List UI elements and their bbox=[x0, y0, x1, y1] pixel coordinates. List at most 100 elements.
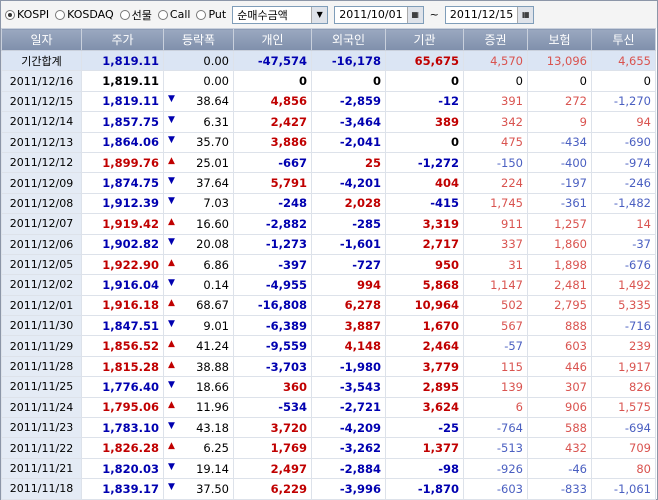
table-row[interactable]: 2011/12/07 1,919.42 ▲ 16.60 -2,882 -285 3,319 9… bbox=[1, 213, 656, 235]
cell: 446 bbox=[527, 355, 592, 378]
metric-select[interactable]: 순매수금액 ▼ bbox=[232, 5, 329, 24]
cell: ▼ 43.18 bbox=[163, 417, 234, 439]
cell: 13,096 bbox=[527, 49, 592, 72]
cell: 4,570 bbox=[463, 49, 528, 72]
cell: 2,895 bbox=[385, 376, 464, 398]
column-header[interactable]: 기관 bbox=[385, 28, 464, 51]
cell: -667 bbox=[233, 151, 312, 174]
market-radio[interactable]: KOSPI bbox=[5, 8, 49, 21]
table-row[interactable]: 2011/11/21 1,820.03 ▼ 19.14 2,497 -2,884 -98 -9… bbox=[1, 457, 656, 480]
cell: -25 bbox=[385, 417, 464, 439]
cell: 2011/11/21 bbox=[1, 457, 82, 480]
cell: -1,273 bbox=[233, 233, 312, 255]
cell: 2011/11/22 bbox=[1, 437, 82, 459]
cell: -397 bbox=[233, 253, 312, 276]
table-row[interactable]: 2011/12/14 1,857.75 ▼ 6.31 2,427 -3,464 389 342… bbox=[1, 111, 656, 133]
table-row[interactable]: 2011/11/24 1,795.06 ▲ 11.96 -534 -2,721 3,624 6… bbox=[1, 396, 656, 419]
cell: 888 bbox=[527, 315, 592, 337]
table-row[interactable]: 2011/12/13 1,864.06 ▼ 35.70 3,886 -2,041 0 475-… bbox=[1, 131, 656, 153]
date-separator: ~ bbox=[429, 8, 439, 21]
cell: -3,262 bbox=[311, 437, 386, 459]
cell: 1,820.03 bbox=[81, 457, 164, 480]
market-radio[interactable]: KOSDAQ bbox=[55, 8, 114, 21]
change-arrow: ▼ bbox=[168, 420, 175, 431]
cell: -534 bbox=[233, 396, 312, 419]
table-row[interactable]: 2011/12/06 1,902.82 ▼ 20.08 -1,273 -1,601 2,71… bbox=[1, 233, 656, 255]
radio-dot bbox=[5, 9, 15, 20]
table-row[interactable]: 2011/12/05 1,922.90 ▲ 6.86 -397 -727 950 31 1,89… bbox=[1, 253, 656, 276]
cell: 0 bbox=[463, 70, 528, 92]
cell: 4,148 bbox=[311, 335, 386, 357]
market-radio[interactable]: Put bbox=[196, 8, 226, 21]
cell: 1,257 bbox=[527, 213, 592, 235]
table-row[interactable]: 2011/12/08 1,912.39 ▼ 7.03 -248 2,028 -415 1,74… bbox=[1, 192, 656, 215]
table-row[interactable]: 기간합계 1,819.11 0.00 -47,574 -16,178 65,675 4,57… bbox=[1, 49, 656, 72]
column-header[interactable]: 외국인 bbox=[311, 28, 386, 51]
table-row[interactable]: 2011/12/12 1,899.76 ▲ 25.01 -667 25 -1,272 -150… bbox=[1, 151, 656, 174]
cell: 3,720 bbox=[233, 417, 312, 439]
table-row[interactable]: 2011/11/28 1,815.28 ▲ 38.88 -3,703 -1,980 3,77… bbox=[1, 355, 656, 378]
cell: -3,703 bbox=[233, 355, 312, 378]
column-header[interactable]: 투신 bbox=[591, 28, 656, 51]
table-row[interactable]: 2011/11/30 1,847.51 ▼ 9.01 -6,389 3,887 1,670 5… bbox=[1, 315, 656, 337]
cell: ▼ 19.14 bbox=[163, 457, 234, 480]
table-row[interactable]: 2011/11/23 1,783.10 ▼ 43.18 3,720 -4,209 -25 -7… bbox=[1, 417, 656, 439]
column-header[interactable]: 등락폭 bbox=[163, 28, 234, 51]
market-radio[interactable]: Call bbox=[157, 8, 190, 21]
column-header[interactable]: 개인 bbox=[233, 28, 312, 51]
table-row[interactable]: 2011/11/22 1,826.28 ▲ 6.25 1,769 -3,262 1,377-… bbox=[1, 437, 656, 459]
cell-text: 7.03 bbox=[203, 196, 229, 211]
cell: 1,916.18 bbox=[81, 294, 164, 317]
market-radio[interactable]: 선물 bbox=[119, 7, 152, 23]
cell: 2011/12/13 bbox=[1, 131, 82, 153]
to-date[interactable]: 2011/12/15 ▦ bbox=[444, 5, 535, 24]
cell: 2011/12/05 bbox=[1, 253, 82, 276]
cell-text: 11.96 bbox=[196, 400, 229, 415]
cell: -57 bbox=[463, 335, 528, 357]
cell: ▼ 6.31 bbox=[163, 111, 234, 133]
table-row[interactable]: 2011/12/09 1,874.75 ▼ 37.64 5,791 -4,201 404 22… bbox=[1, 172, 656, 194]
column-header[interactable]: 일자 bbox=[1, 28, 82, 51]
cell: -47,574 bbox=[233, 49, 312, 72]
from-date[interactable]: 2011/10/01 ▦ bbox=[334, 5, 424, 24]
cell: 5,791 bbox=[233, 172, 312, 194]
table-row[interactable]: 2011/12/16 1,819.11 0.00 0 0 0 0 0 0 bbox=[1, 70, 656, 92]
cell: 2,028 bbox=[311, 192, 386, 215]
cell: -197 bbox=[527, 172, 592, 194]
change-arrow: ▼ bbox=[168, 94, 175, 105]
calendar-button: ▦ bbox=[517, 6, 534, 23]
column-header[interactable]: 증권 bbox=[463, 28, 528, 51]
table-row[interactable]: 2011/11/18 1,839.17 ▼ 37.50 6,229 -3,996 -1,87… bbox=[1, 478, 656, 500]
cell: 1,776.40 bbox=[81, 376, 164, 398]
cell: -1,061 bbox=[591, 478, 656, 500]
cell: ▼ 20.08 bbox=[163, 233, 234, 255]
cell: -16,808 bbox=[233, 294, 312, 317]
cell: 9 bbox=[527, 111, 592, 133]
cell: 1,864.06 bbox=[81, 131, 164, 153]
table-row[interactable]: 2011/12/15 1,819.11 ▼ 38.64 4,856 -2,859 -12 39… bbox=[1, 90, 656, 113]
table-row[interactable]: 2011/11/29 1,856.52 ▲ 41.24 -9,559 4,148 2,464… bbox=[1, 335, 656, 357]
cell: -150 bbox=[463, 151, 528, 174]
cell: 1,899.76 bbox=[81, 151, 164, 174]
cell: -603 bbox=[463, 478, 528, 500]
table-row[interactable]: 2011/11/25 1,776.40 ▼ 18.66 360 -3,543 2,895 13… bbox=[1, 376, 656, 398]
change-arrow: ▲ bbox=[168, 339, 175, 350]
cell: 2011/11/18 bbox=[1, 478, 82, 500]
column-header[interactable]: 보험 bbox=[527, 28, 592, 51]
cell: 0 bbox=[591, 70, 656, 92]
cell: -12 bbox=[385, 90, 464, 113]
cell: ▼ 9.01 bbox=[163, 315, 234, 337]
cell: -833 bbox=[527, 478, 592, 500]
table-row[interactable]: 2011/12/02 1,916.04 ▼ 0.14 -4,955 994 5,868 1,1… bbox=[1, 274, 656, 296]
cell: ▲ 16.60 bbox=[163, 213, 234, 235]
cell: 3,624 bbox=[385, 396, 464, 419]
cell: 1,917 bbox=[591, 355, 656, 378]
radio-label: Put bbox=[208, 8, 227, 21]
column-header[interactable]: 주가 bbox=[81, 28, 164, 51]
table-row[interactable]: 2011/12/01 1,916.18 ▲ 68.67 -16,808 6,278 10,9… bbox=[1, 294, 656, 317]
cell-text: 25.01 bbox=[196, 155, 229, 170]
cell: ▼ 35.70 bbox=[163, 131, 234, 153]
cell: -716 bbox=[591, 315, 656, 337]
cell-text: 35.70 bbox=[196, 135, 229, 150]
cell-text: 19.14 bbox=[196, 461, 229, 476]
